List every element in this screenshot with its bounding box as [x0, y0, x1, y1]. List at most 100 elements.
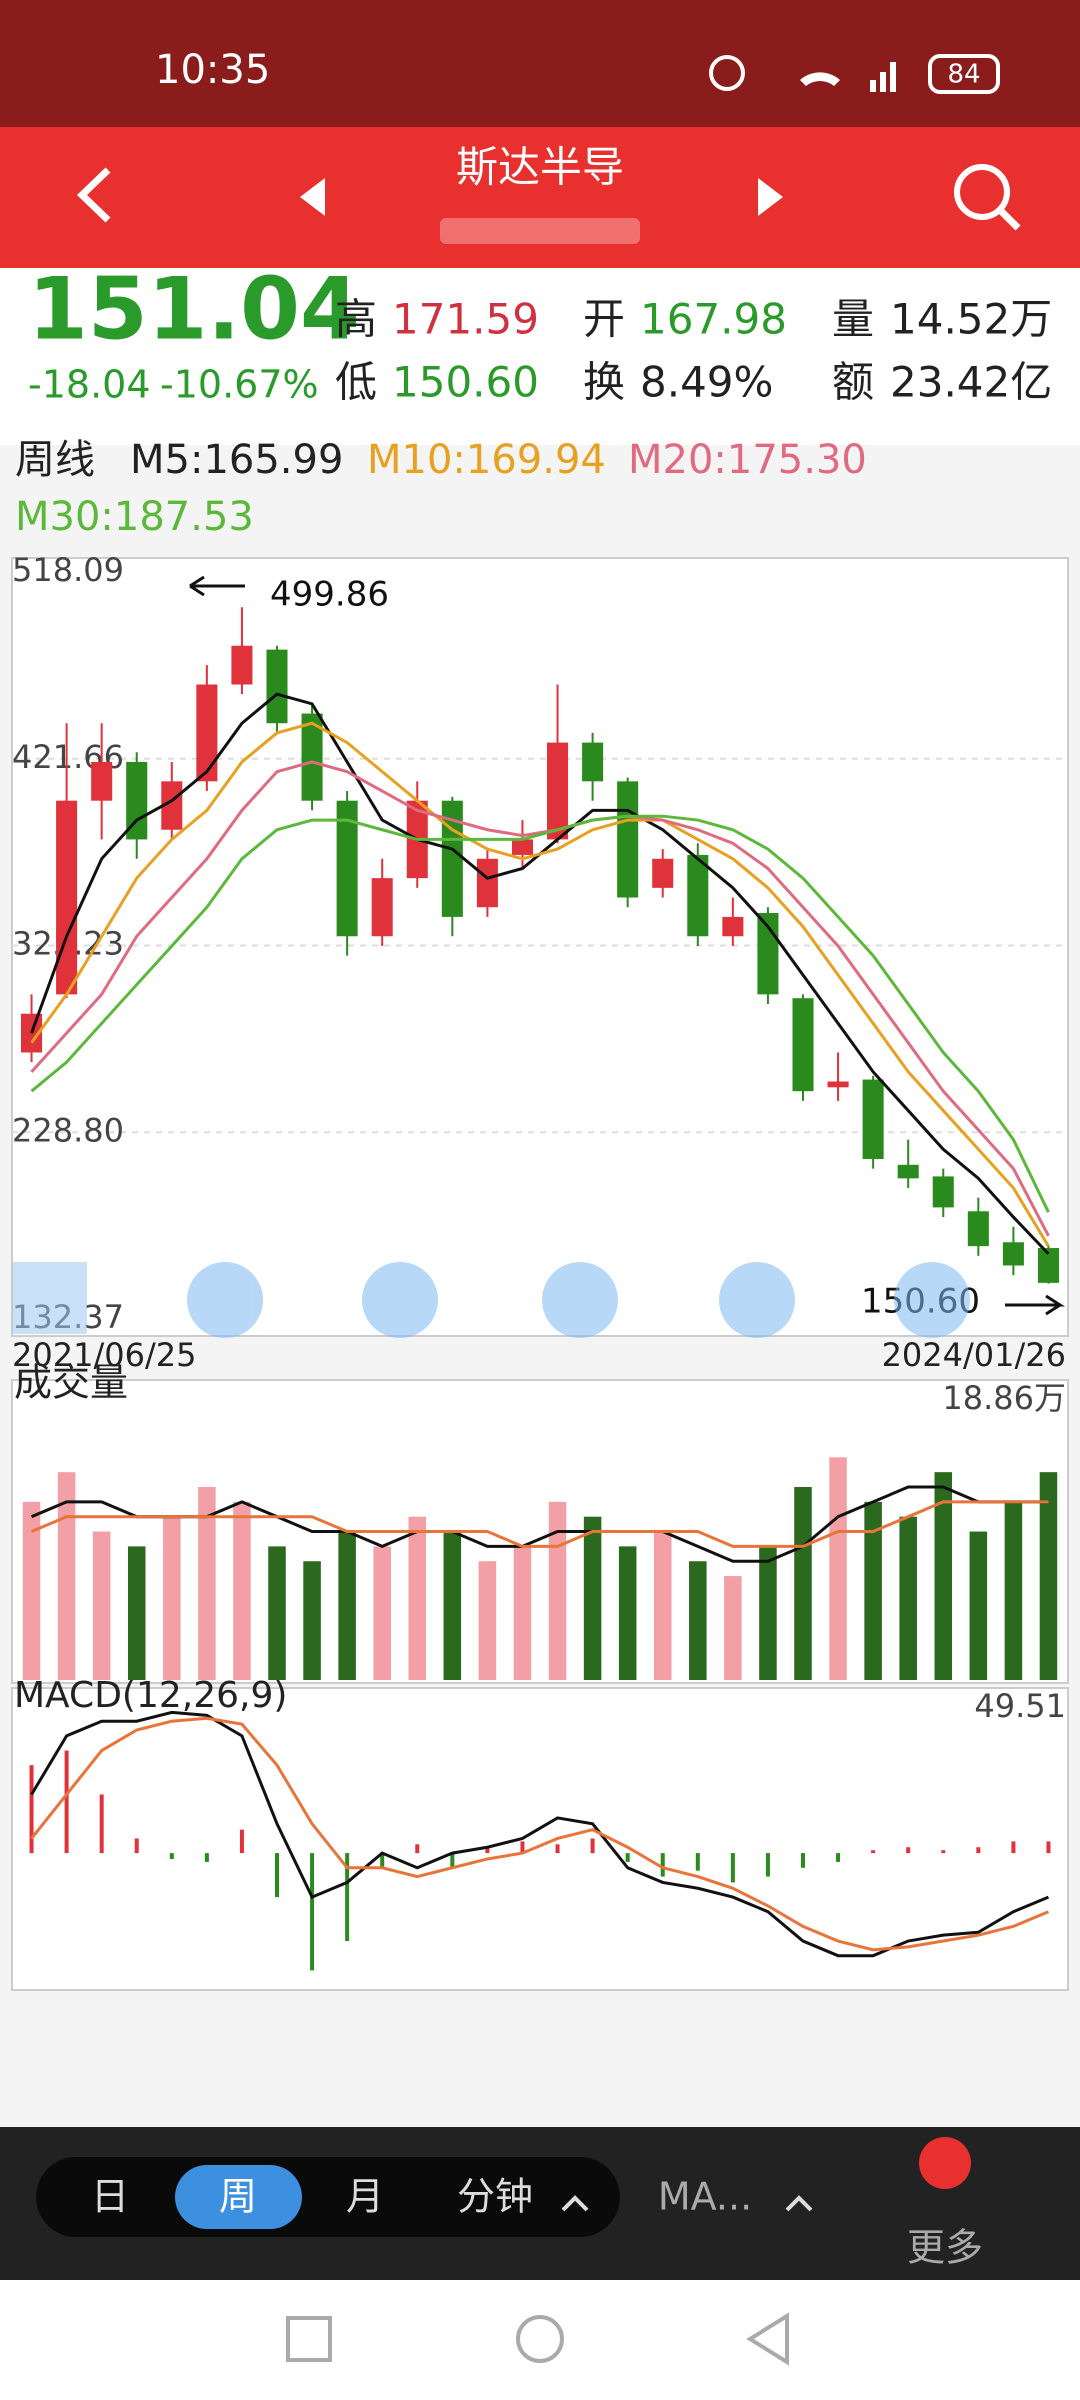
macd-bar: [765, 1853, 770, 1877]
pan-left[interactable]: [542, 1262, 618, 1338]
label: 额: [832, 358, 874, 407]
line: [30, 760, 1050, 1237]
volume-bar: [864, 1501, 882, 1680]
macd-bar: [29, 1765, 34, 1854]
macd-bar: [310, 1853, 315, 1971]
back-button[interactable]: [76, 167, 111, 223]
value: 150.60: [392, 358, 539, 407]
macd-bar: [520, 1841, 525, 1854]
candle-body: [792, 998, 814, 1092]
candle-body: [301, 713, 323, 801]
candle-body: [897, 1164, 919, 1179]
zoom-out[interactable]: [362, 1262, 438, 1338]
tab-ma[interactable]: MA...: [658, 2175, 752, 2219]
value: 14.52万: [890, 295, 1052, 344]
macd-bar: [1046, 1841, 1051, 1854]
macd-bar: [169, 1853, 174, 1859]
candle-body: [441, 800, 463, 917]
macd-bar: [660, 1853, 665, 1877]
candle-body: [687, 854, 709, 937]
candle-body: [1002, 1242, 1024, 1266]
scroll-left[interactable]: [12, 1262, 87, 1334]
candle-body: [827, 1081, 849, 1088]
volume-panel: [11, 1379, 1069, 1684]
stock-name: 斯达半导: [456, 143, 624, 192]
volume-bar: [163, 1516, 181, 1680]
macd-bar: [625, 1853, 630, 1862]
candle-body: [231, 645, 253, 685]
tab-minute[interactable]: 分钟: [457, 2175, 533, 2219]
candle-body: [617, 781, 639, 898]
candle-body: [932, 1176, 954, 1208]
macd-bar: [801, 1853, 805, 1868]
tab-month[interactable]: 月: [346, 2175, 384, 2219]
macd-bar: [555, 1844, 560, 1854]
candle-body: [161, 781, 183, 830]
line: [30, 721, 1050, 1248]
max-arrow: [189, 575, 245, 597]
y-tick-label: 518.09: [12, 551, 124, 589]
next-stock[interactable]: [758, 178, 783, 216]
candle-body: [266, 649, 288, 724]
macd-bar: [976, 1847, 981, 1854]
header: [0, 127, 1080, 268]
reset[interactable]: [894, 1262, 970, 1338]
candle-body: [722, 916, 744, 937]
nav-bar: [0, 2280, 1080, 2400]
candle-body: [967, 1211, 989, 1247]
candle-body: [862, 1079, 884, 1159]
volume-bar: [899, 1516, 917, 1680]
pan-right[interactable]: [719, 1262, 795, 1338]
volume-bar: [794, 1486, 812, 1680]
candle-body: [1037, 1248, 1059, 1283]
value: 8.49%: [640, 358, 773, 407]
candle-body: [21, 1013, 43, 1053]
macd-bar: [415, 1844, 420, 1854]
chevrons: [561, 2195, 813, 2212]
change: -18.04: [28, 363, 151, 407]
tab-week[interactable]: 周: [219, 2175, 257, 2219]
more[interactable]: 更多: [907, 2226, 983, 2270]
ma-label: M20:175.30: [628, 437, 867, 483]
y-tick-label: 18.86万: [942, 1379, 1066, 1417]
battery-icon: [928, 54, 1000, 94]
volume-bar: [233, 1501, 251, 1680]
prev-stock[interactable]: [300, 178, 325, 216]
candle-body: [476, 858, 498, 908]
macd-bar: [99, 1794, 104, 1854]
line: [30, 1710, 1050, 1958]
ma-label: M10:169.94: [367, 437, 606, 483]
label: 开: [583, 295, 625, 344]
value: 171.59: [392, 295, 539, 344]
nav-recent[interactable]: [286, 2316, 332, 2362]
value: 23.42亿: [890, 358, 1052, 407]
volume-bar: [57, 1472, 76, 1680]
macd-bar: [275, 1853, 279, 1898]
volume-bar: [829, 1457, 847, 1680]
search-button[interactable]: [954, 164, 1021, 231]
nav-home[interactable]: [516, 2315, 564, 2363]
volume-bar: [1004, 1501, 1023, 1680]
label: 高: [335, 295, 377, 344]
candle-body: [91, 761, 113, 801]
min-arrow: [1005, 1294, 1066, 1316]
volume-bar: [689, 1561, 707, 1680]
candle-body: [126, 761, 148, 840]
quote-panel: [0, 268, 1080, 445]
volume-bar: [198, 1486, 216, 1680]
zoom-in[interactable]: [187, 1262, 263, 1338]
line: [30, 814, 1050, 1213]
volume-bar: [338, 1531, 356, 1680]
panel-title: MACD(12,26,9): [14, 1675, 287, 1716]
macd-bar: [134, 1838, 139, 1854]
tab-day[interactable]: 日: [91, 2175, 129, 2219]
zoom-controls: [12, 1262, 970, 1338]
line: [30, 1500, 1049, 1548]
battery-level: 84: [947, 60, 980, 90]
macd-bar: [380, 1853, 385, 1868]
volume-bar: [303, 1561, 321, 1680]
macd-bar: [485, 1847, 490, 1854]
nav-back[interactable]: [746, 2312, 789, 2366]
